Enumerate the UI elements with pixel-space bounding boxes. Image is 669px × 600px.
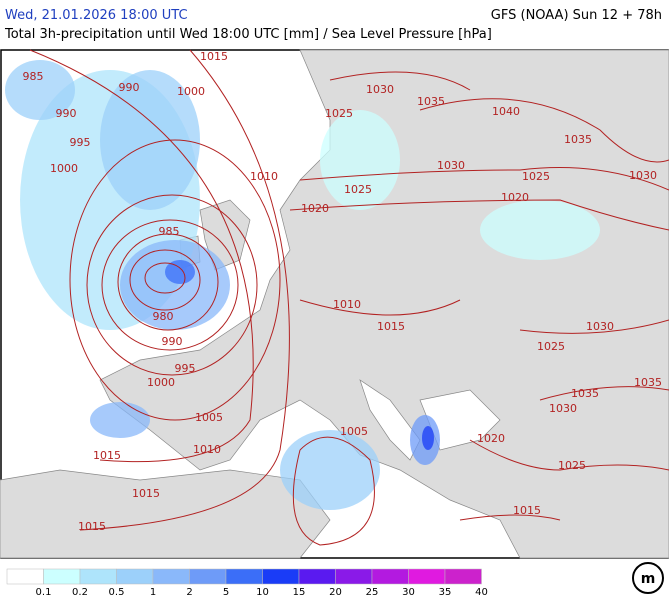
isobar-label: 990 [56,107,77,120]
legend-swatch [152,568,190,585]
isobar-label: 1030 [549,402,577,415]
isobar-label: 1000 [177,85,205,98]
legend-label: 2 [186,587,192,598]
legend-swatch [116,568,154,585]
legend-label: 10 [256,587,269,598]
model-run: GFS (NOAA) Sun 12 + 78h [491,8,662,23]
isobar-label: 1025 [558,459,586,472]
isobar-label: 1025 [522,170,550,183]
legend-swatch [371,568,409,585]
isobar-label: 1015 [200,50,228,63]
isobar-label: 980 [153,310,174,323]
precipitation [5,60,600,510]
legend-swatch [43,568,81,585]
isobar-label: 990 [162,335,183,348]
map: 9851015990990100099510001030103510401025… [0,49,669,559]
legend-swatch [79,568,117,585]
isobar-labels: 9851015990990100099510001030103510401025… [23,50,663,533]
logo: m [632,562,664,594]
legend-label: 25 [366,587,379,598]
legend-swatch [444,568,482,585]
isobar-label: 1035 [634,376,662,389]
legend-label: 5 [223,587,229,598]
isobar-label: 1010 [250,170,278,183]
legend: 0.1 0.2 0.5 1 2 5 10 15 20 25 30 35 40 [6,568,488,598]
legend-label: 35 [439,587,452,598]
isobar-label: 1020 [301,202,329,215]
isobars [29,49,669,546]
isobar-label: 1015 [93,449,121,462]
datetime: Wed, 21.01.2026 18:00 UTC [5,8,188,23]
isobar-label: 1035 [417,95,445,108]
isobar-label: 985 [159,225,180,238]
legend-swatch [6,568,44,585]
isobar-label: 1025 [344,183,372,196]
legend-label: 1 [150,587,156,598]
isobar-label: 1015 [78,520,106,533]
isobar-label: 995 [175,362,196,375]
isobar-label: 995 [70,136,91,149]
legend-label: 30 [402,587,415,598]
isobar-label: 1005 [195,411,223,424]
isobar-label: 1005 [340,425,368,438]
legend-label: 20 [329,587,342,598]
legend-swatch [225,568,263,585]
isobar-label: 1030 [586,320,614,333]
legend-swatch [335,568,373,585]
isobar-label: 1025 [537,340,565,353]
isobar-label: 1030 [629,169,657,182]
legend-swatch [189,568,227,585]
legend-label: 40 [475,587,488,598]
isobar-label: 1035 [564,133,592,146]
isobar-label: 1020 [501,191,529,204]
isobar-label: 1015 [513,504,541,517]
isobar-label: 1000 [50,162,78,175]
isobar-label: 1010 [333,298,361,311]
legend-label: 0.5 [109,587,125,598]
isobar-label: 1035 [571,387,599,400]
legend-label: 0.2 [72,587,88,598]
legend-swatch [408,568,446,585]
isobar-label: 990 [119,81,140,94]
svg-text:m: m [641,571,656,587]
isobar-label: 1030 [366,83,394,96]
subtitle: Total 3h-precipitation until Wed 18:00 U… [4,27,492,42]
isobar-label: 1015 [377,320,405,333]
isobar-label: 1020 [477,432,505,445]
isobar-label: 1025 [325,107,353,120]
isobar-label: 1010 [193,443,221,456]
legend-swatch [262,568,300,585]
isobar-label: 1015 [132,487,160,500]
isobar-label: 1030 [437,159,465,172]
legend-label: 0.1 [36,587,52,598]
legend-label: 15 [293,587,306,598]
legend-swatch [298,568,336,585]
isobar-label: 985 [23,70,44,83]
isobar-label: 1000 [147,376,175,389]
isobar-label: 1040 [492,105,520,118]
